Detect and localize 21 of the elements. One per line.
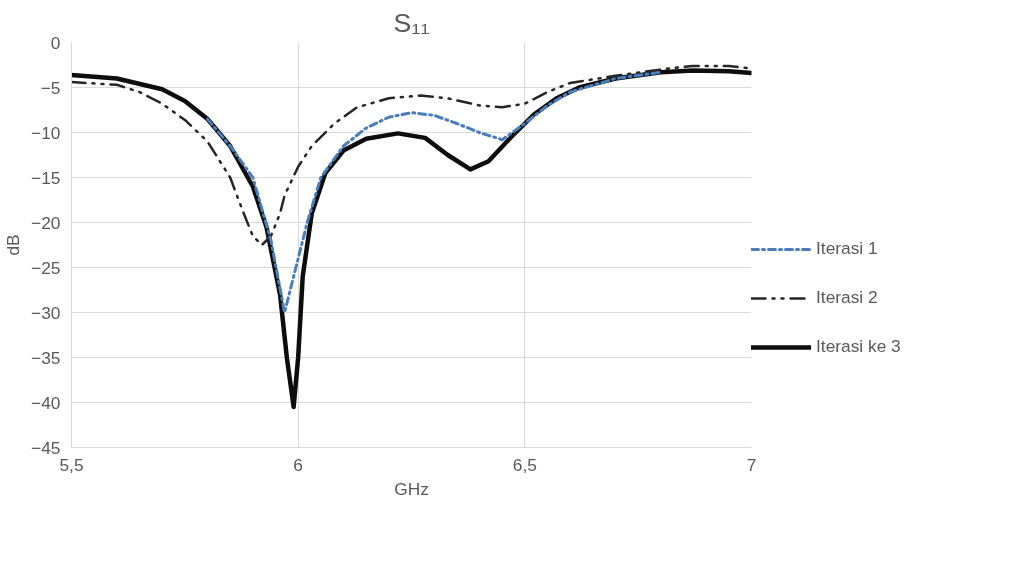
x-tick-label: 7 bbox=[746, 454, 757, 475]
x-axis-title: GHz bbox=[394, 478, 429, 499]
legend-label: Iterasi 1 bbox=[816, 238, 878, 259]
y-tick-label: 0 bbox=[50, 32, 61, 53]
y-tick-label: −40 bbox=[31, 392, 61, 413]
chart-title: S₁₁ bbox=[393, 7, 430, 38]
y-tick-label: −25 bbox=[31, 257, 61, 278]
legend-label: Iterasi 2 bbox=[816, 287, 878, 308]
y-tick-label: −45 bbox=[31, 437, 61, 458]
y-tick-label: −20 bbox=[31, 212, 61, 233]
x-tick-label: 5,5 bbox=[59, 454, 84, 475]
y-axis-title: dB bbox=[3, 234, 24, 256]
y-tick-label: −5 bbox=[40, 77, 61, 98]
y-tick-label: −15 bbox=[31, 167, 61, 188]
y-tick-label: −30 bbox=[31, 302, 61, 323]
line-series bbox=[206, 70, 663, 314]
x-tick-label: 6 bbox=[293, 454, 303, 475]
y-tick-label: −10 bbox=[31, 122, 61, 143]
x-tick-label: 6,5 bbox=[512, 454, 537, 475]
legend-label: Iterasi ke 3 bbox=[816, 336, 901, 357]
y-tick-label: −35 bbox=[31, 347, 61, 368]
